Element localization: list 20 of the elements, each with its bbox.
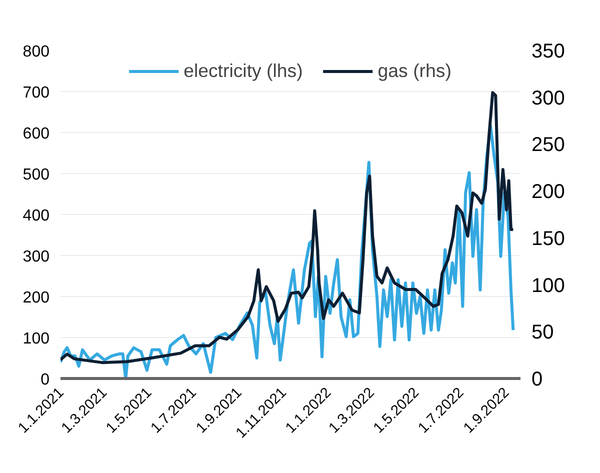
y-tick-label: 700 [22, 84, 50, 102]
y-tick-label: 400 [22, 208, 50, 224]
y-tick-label: 800 [22, 44, 50, 60]
legend-label: gas (rhs) [378, 60, 452, 82]
line-series [60, 91, 515, 364]
y-tick-label: 100 [22, 330, 50, 348]
y2-tick-label: 250 [532, 134, 565, 156]
y-tick-label: 600 [22, 126, 50, 142]
y2-tick-label: 50 [532, 322, 554, 344]
y2-tick-label: 200 [532, 181, 565, 204]
y-tick-label: 200 [22, 290, 50, 306]
y-tick-label: 500 [22, 166, 50, 184]
y2-tick-label: 350 [532, 40, 565, 62]
y2-tick-label: 300 [532, 87, 565, 110]
y2-tick-label: 0 [532, 368, 543, 390]
y-tick-label: 300 [22, 248, 50, 266]
y-tick-label: 0 [40, 372, 50, 388]
y2-tick-label: 100 [532, 274, 565, 297]
y2-tick-label: 150 [532, 228, 565, 250]
legend-label: electricity (lhs) [184, 60, 303, 82]
